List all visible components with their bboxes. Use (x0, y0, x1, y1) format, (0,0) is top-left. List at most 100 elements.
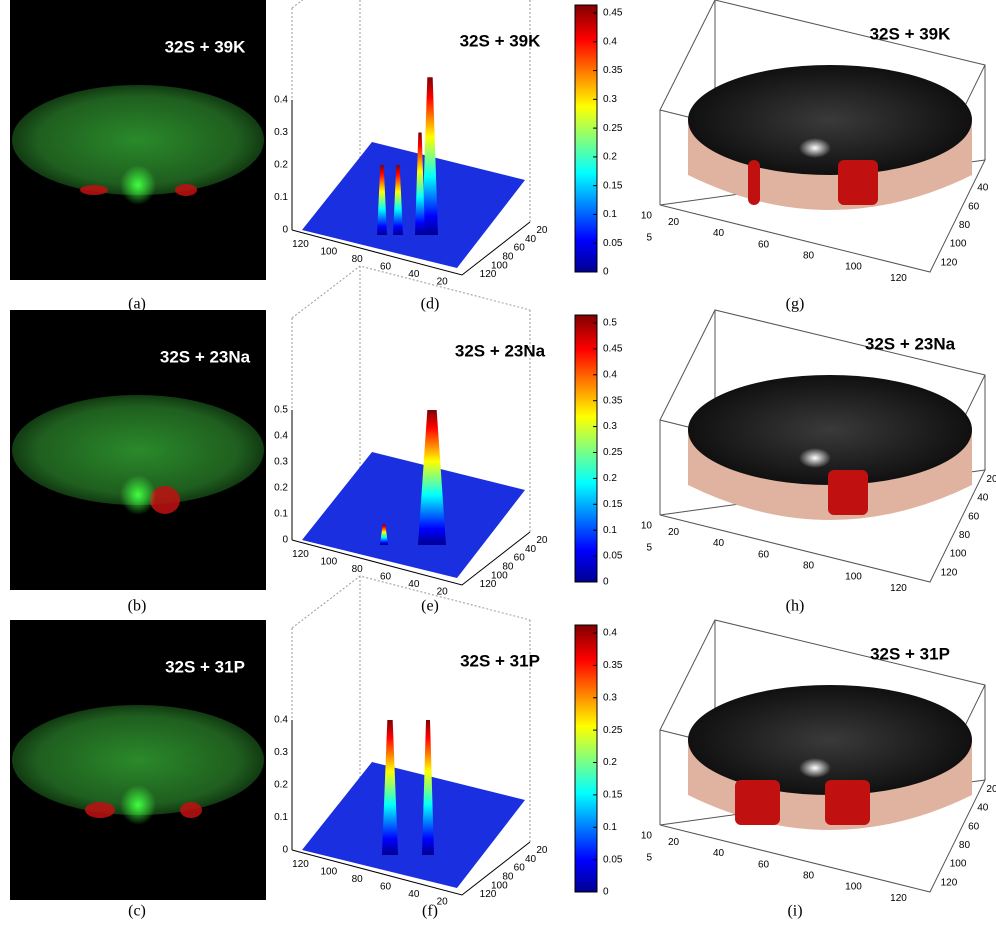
x-tick-label: 40 (713, 538, 725, 549)
colorbar-label: 0.3 (603, 94, 617, 105)
red-region (838, 160, 878, 205)
bright-spot (799, 758, 831, 778)
caption: (f) (422, 903, 438, 920)
y-tick-label: 80 (959, 220, 971, 231)
bright-spot (799, 448, 831, 468)
z-tick-label: 0.1 (274, 812, 288, 823)
x-tick-label: 80 (352, 254, 364, 265)
x-tick-label: 120 (890, 893, 907, 904)
colorbar-label: 0.25 (603, 447, 623, 458)
z-tick-label: 0 (282, 225, 288, 236)
caption: (b) (128, 598, 147, 615)
green-spot (120, 785, 156, 825)
y-tick-label: 80 (959, 840, 971, 851)
colorbar-label: 0.2 (603, 473, 617, 484)
colorbar-label: 0.05 (603, 854, 623, 865)
colorbar-label: 0.4 (603, 369, 617, 380)
caption: (h) (786, 598, 805, 615)
y-tick-label: 120 (941, 877, 958, 888)
x-tick-label: 80 (803, 870, 815, 881)
caption: (d) (421, 296, 440, 313)
y-tick-label: 60 (968, 821, 980, 832)
colorbar (575, 5, 597, 272)
colorbar-label: 0.15 (603, 499, 623, 510)
z-tick-label: 0.1 (274, 192, 288, 203)
panel-title: 32S + 31P (165, 657, 245, 676)
red-region (828, 470, 868, 515)
z-tick-label: 0.1 (274, 509, 288, 520)
y-tick-label: 80 (959, 530, 971, 541)
z-tick-label: 0.4 (274, 715, 288, 726)
colorbar-label: 0.35 (603, 65, 623, 76)
x-tick-label: 20 (668, 527, 680, 538)
colorbar-label: 0.3 (603, 421, 617, 432)
y-tick-label: 40 (977, 183, 989, 194)
red-region (748, 160, 760, 205)
y-tick-label: 120 (480, 579, 497, 590)
y-tick-label: 60 (968, 201, 980, 212)
x-tick-label: 100 (320, 866, 337, 877)
z-tick-label: 0.3 (274, 127, 288, 138)
colorbar-label: 0.4 (603, 628, 617, 639)
x-tick-label: 20 (668, 837, 680, 848)
colorbar-label: 0 (603, 267, 609, 278)
x-tick-label: 120 (292, 549, 309, 560)
colorbar-label: 0.05 (603, 551, 623, 562)
y-tick-label: 100 (950, 549, 967, 560)
panel-title: 32S + 39K (165, 37, 247, 56)
y-tick-label: 20 (536, 535, 548, 546)
y-tick-label: 60 (514, 553, 526, 564)
y-tick-label: 40 (525, 234, 537, 245)
z-tick-label: 10 (641, 521, 653, 532)
x-tick-label: 40 (408, 889, 420, 900)
y-tick-label: 40 (977, 493, 989, 504)
panel-title: 32S + 31P (870, 644, 950, 663)
x-tick-label: 80 (352, 874, 364, 885)
y-tick-label: 20 (536, 845, 548, 856)
z-tick-label: 10 (641, 831, 653, 842)
tissue-top (688, 65, 972, 175)
panel-title: 32S + 39K (870, 24, 952, 43)
y-tick-label: 20 (986, 474, 996, 485)
z-tick-label: 0.4 (274, 431, 288, 442)
x-tick-label: 20 (437, 586, 449, 597)
z-tick-label: 0.3 (274, 457, 288, 468)
x-tick-label: 20 (437, 896, 449, 907)
colorbar-label: 0.45 (603, 344, 623, 355)
figure: 32S + 39K(a)00.10.20.30.4120100806040202… (0, 0, 996, 925)
red-signal (175, 184, 197, 196)
red-signal (80, 185, 108, 195)
x-tick-label: 100 (845, 882, 862, 893)
colorbar (575, 315, 597, 582)
x-tick-label: 100 (320, 246, 337, 257)
z-tick-label: 0 (282, 535, 288, 546)
z-tick-label: 0.3 (274, 747, 288, 758)
z-tick-label: 0.2 (274, 160, 288, 171)
tissue-top (688, 375, 972, 485)
y-tick-label: 20 (986, 784, 996, 795)
colorbar-label: 0.15 (603, 790, 623, 801)
x-tick-label: 40 (713, 228, 725, 239)
z-tick-label: 0.5 (274, 405, 288, 416)
y-tick-label: 20 (536, 225, 548, 236)
y-tick-label: 60 (514, 243, 526, 254)
y-tick-label: 120 (480, 889, 497, 900)
x-tick-label: 60 (758, 859, 770, 870)
z-tick-label: 10 (641, 211, 653, 222)
z-tick-label: 0.2 (274, 780, 288, 791)
y-tick-label: 100 (950, 239, 967, 250)
x-tick-label: 60 (380, 261, 392, 272)
red-signal (85, 802, 115, 818)
colorbar-label: 0 (603, 577, 609, 588)
x-tick-label: 120 (292, 239, 309, 250)
y-tick-label: 40 (525, 544, 537, 555)
x-tick-label: 20 (668, 217, 680, 228)
z-tick-label: 5 (646, 543, 652, 554)
colorbar-label: 0.45 (603, 8, 623, 19)
y-tick-label: 60 (514, 863, 526, 874)
x-tick-label: 60 (758, 239, 770, 250)
x-tick-label: 80 (352, 564, 364, 575)
z-tick-label: 5 (646, 233, 652, 244)
panel-title: 32S + 31P (460, 651, 540, 670)
x-tick-label: 20 (437, 276, 449, 287)
